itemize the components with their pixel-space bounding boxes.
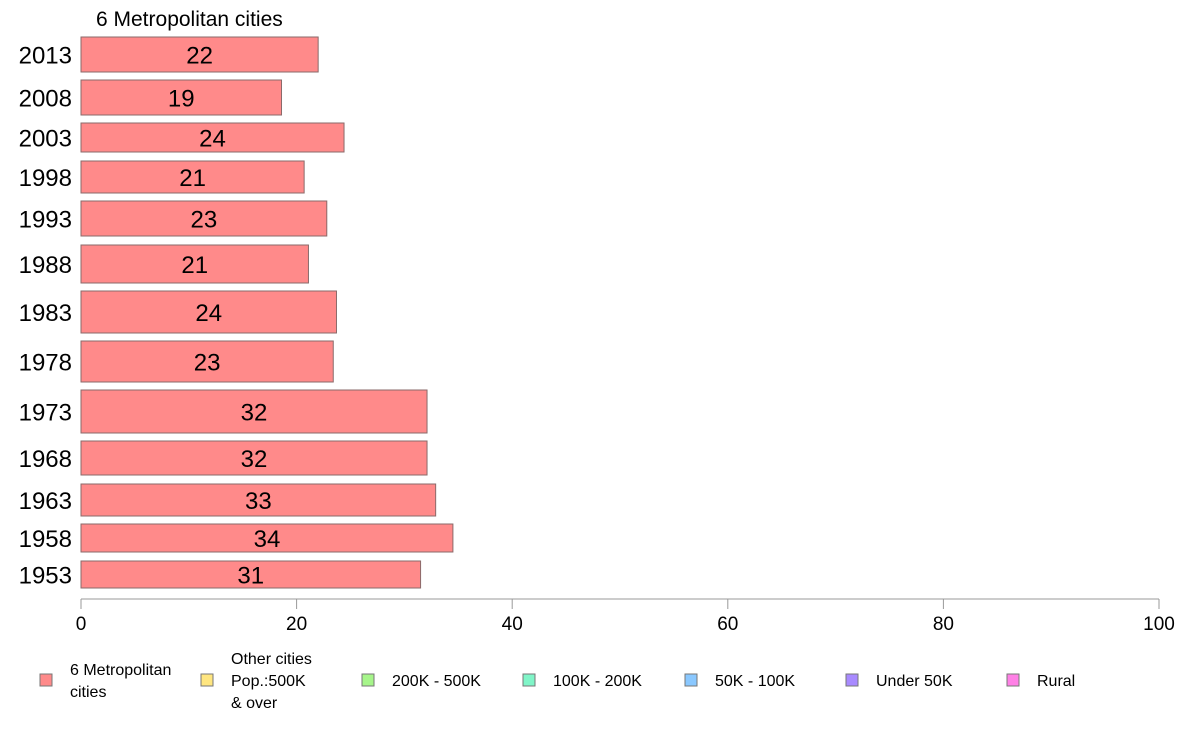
legend-label-1-0: Other cities — [231, 651, 312, 668]
bar-1963 — [80, 483, 437, 517]
legend-item-6: Rural — [1006, 673, 1075, 690]
bar-2003 — [80, 122, 345, 153]
category-label-1978: 1978 — [19, 350, 72, 377]
legend-label-2-0: 200K - 500K — [392, 673, 481, 690]
x-tick-label-100: 100 — [1143, 614, 1175, 635]
legend-label-3-0: 100K - 200K — [553, 673, 642, 690]
legend-item-5: Under 50K — [845, 673, 953, 690]
category-label-2008: 2008 — [19, 86, 72, 113]
category-label-1958: 1958 — [19, 526, 72, 553]
legend-label-6-0: Rural — [1037, 673, 1075, 690]
bar-1988 — [80, 244, 309, 284]
data-label-1998: 21 — [179, 165, 206, 192]
data-label-2008: 19 — [168, 86, 195, 113]
bar-1998 — [80, 160, 305, 194]
category-label-1973: 1973 — [19, 400, 72, 427]
bar-2013 — [80, 36, 319, 73]
category-label-1983: 1983 — [19, 300, 72, 327]
category-label-1988: 1988 — [19, 252, 72, 279]
data-label-1963: 33 — [245, 488, 272, 515]
legend-swatch-1 — [200, 673, 214, 687]
legend-label-5-0: Under 50K — [876, 673, 953, 690]
legend-swatch-4 — [684, 673, 698, 687]
data-label-1958: 34 — [254, 526, 281, 553]
x-tick-label-0: 0 — [76, 614, 87, 635]
category-label-2003: 2003 — [19, 126, 72, 153]
legend-swatch-5 — [845, 673, 859, 687]
category-label-1993: 1993 — [19, 207, 72, 234]
bar-group: 2013 22 2008 19 2003 24 1998 21 1993 23 1988 21 1983… — [19, 36, 454, 590]
legend-swatch-3 — [522, 673, 536, 687]
bar-1978 — [80, 340, 334, 383]
bar-1958 — [80, 523, 454, 553]
category-label-1963: 1963 — [19, 488, 72, 515]
panel-title: 6 Metropolitan cities — [96, 8, 283, 31]
legend-swatch-2 — [361, 673, 375, 687]
legend-label-0-1: cities — [70, 684, 106, 701]
legend-label-1-2: & over — [231, 695, 278, 712]
legend-label-0-0: 6 Metropolitan — [70, 662, 171, 679]
bar-1968 — [80, 440, 428, 476]
data-label-1953: 31 — [237, 563, 264, 590]
x-tick-label-80: 80 — [933, 614, 954, 635]
legend-label-1-1: Pop.:500K — [231, 673, 306, 690]
legend-item-3: 100K - 200K — [522, 673, 642, 690]
category-label-2013: 2013 — [19, 43, 72, 70]
data-label-1993: 23 — [191, 207, 218, 234]
legend-label-4-0: 50K - 100K — [715, 673, 795, 690]
legend-item-1: Other cities Pop.:500K & over — [200, 651, 312, 712]
bar-1973 — [80, 389, 428, 434]
legend-item-2: 200K - 500K — [361, 673, 481, 690]
data-label-2003: 24 — [199, 126, 226, 153]
data-label-1983: 24 — [195, 300, 222, 327]
category-label-1968: 1968 — [19, 446, 72, 473]
data-label-1978: 23 — [194, 350, 221, 377]
legend-swatch-0 — [39, 673, 53, 687]
legend-item-4: 50K - 100K — [684, 673, 795, 690]
bar-1983 — [80, 290, 337, 334]
data-label-1968: 32 — [241, 446, 268, 473]
data-label-1988: 21 — [181, 252, 208, 279]
bar-1953 — [80, 560, 422, 589]
x-tick-label-20: 20 — [286, 614, 307, 635]
x-tick-label-60: 60 — [717, 614, 738, 635]
legend-swatch-6 — [1006, 673, 1020, 687]
bar-2008 — [80, 79, 283, 116]
category-label-1953: 1953 — [19, 563, 72, 590]
legend: 6 Metropolitan cities Other cities Pop.:50… — [39, 651, 1075, 712]
x-axis: 0 20 40 60 80 100 — [76, 598, 1175, 635]
legend-item-0: 6 Metropolitan cities — [39, 662, 171, 701]
bar-1993 — [80, 200, 328, 237]
x-tick-label-40: 40 — [502, 614, 523, 635]
category-label-1998: 1998 — [19, 165, 72, 192]
data-label-2013: 22 — [186, 43, 213, 70]
data-label-1973: 32 — [241, 400, 268, 427]
